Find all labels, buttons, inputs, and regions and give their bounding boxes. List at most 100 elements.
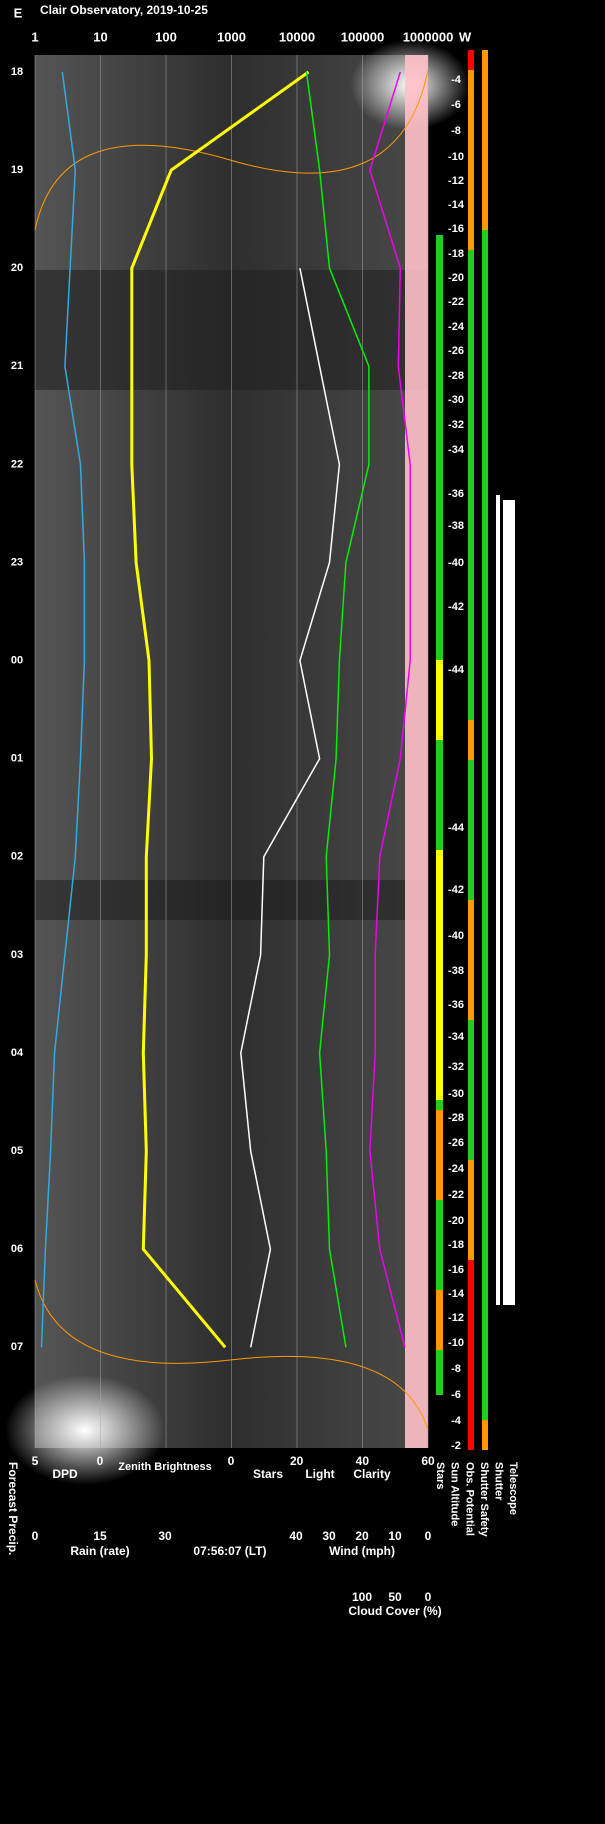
east-label: E	[14, 5, 23, 20]
stars-bar	[436, 1290, 443, 1350]
sun-altitude-label: -6	[451, 99, 461, 111]
bottom-tick-label: 30	[158, 1529, 172, 1543]
y-tick-label: 07	[11, 1341, 23, 1353]
series-line	[40, 71, 86, 1348]
sun-altitude-label: -10	[448, 151, 464, 163]
bottom-tick-label: 5	[32, 1454, 39, 1468]
sun-altitude-label: -8	[451, 125, 461, 137]
obs-potential-bar	[468, 70, 474, 130]
y-tick-label: 02	[11, 851, 23, 863]
y-tick-label: 06	[11, 1243, 23, 1255]
sun-altitude-label: -12	[448, 1312, 464, 1324]
bottom-tick-label: 20	[290, 1454, 304, 1468]
shutter-bar	[496, 495, 500, 1305]
sun-altitude-label: -10	[448, 1337, 464, 1349]
sun-altitude-label: -12	[448, 175, 464, 187]
legend-label: Light	[305, 1467, 334, 1481]
stars-bar	[436, 235, 443, 1395]
series-line	[240, 268, 341, 1348]
twilight-curve	[34, 1279, 429, 1431]
sun-altitude-label: -40	[448, 557, 464, 569]
bottom-tick-label: 30	[322, 1529, 336, 1543]
y-tick-label: 18	[11, 66, 23, 78]
sun-altitude-label: -44	[448, 822, 465, 834]
sun-altitude-label: -30	[448, 394, 464, 406]
sun-altitude-label: -14	[448, 199, 465, 211]
y-tick-label: 21	[11, 360, 23, 372]
bottom-tick-label: 50	[388, 1590, 402, 1604]
obs-potential-bar	[468, 900, 474, 1020]
legend-label: Clarity	[353, 1467, 391, 1481]
legend-label: Zenith Brightness	[118, 1461, 212, 1473]
sun-altitude-label: -22	[448, 1189, 464, 1201]
x-tick-label: 10000	[279, 29, 315, 44]
sun-altitude-label: -22	[448, 296, 464, 308]
sun-altitude-label: -42	[448, 601, 464, 613]
sun-altitude-label: -34	[448, 1031, 465, 1043]
telescope-bar	[503, 500, 515, 1305]
sun-altitude-label: -18	[448, 1239, 464, 1251]
sun-altitude-label: -42	[448, 884, 464, 896]
legend-label: Cloud Cover (%)	[348, 1604, 441, 1618]
sun-altitude-label: -20	[448, 1215, 464, 1227]
bottom-tick-label: 100	[352, 1590, 372, 1604]
sun-altitude-label: -14	[448, 1288, 465, 1300]
y-tick-label: 05	[11, 1145, 23, 1157]
y-tick-label: 03	[11, 949, 23, 961]
bottom-tick-label: 40	[356, 1454, 370, 1468]
bottom-tick-label: 0	[425, 1590, 432, 1604]
series-line	[130, 70, 310, 1349]
right-label: Obs. Potential	[463, 1462, 475, 1536]
sun-altitude-label: -36	[448, 488, 464, 500]
right-label: Sun Altitude	[449, 1462, 461, 1526]
x-tick-label: 1000	[217, 29, 246, 44]
axis-label: Wind (mph)	[329, 1544, 395, 1558]
bottom-tick-label: 0	[425, 1529, 432, 1543]
y-tick-label: 20	[11, 262, 23, 274]
x-tick-label: 100	[155, 29, 177, 44]
sun-altitude-label: -16	[448, 1264, 464, 1276]
sun-altitude-label: -2	[451, 1440, 461, 1452]
right-label: Shutter	[492, 1462, 504, 1501]
y-tick-label: 22	[11, 458, 23, 470]
y-tick-label: 01	[11, 753, 23, 765]
y-tick-label: 19	[11, 164, 23, 176]
time-label: 07:56:07 (LT)	[193, 1544, 266, 1558]
y-tick-label: 04	[11, 1047, 24, 1059]
legend-label: Stars	[253, 1467, 283, 1481]
bottom-tick-label: 15	[93, 1529, 107, 1543]
sun-altitude-label: -4	[451, 74, 462, 86]
obs-potential-bar	[468, 130, 474, 250]
stars-bar	[436, 660, 443, 740]
sun-altitude-label: -18	[448, 248, 464, 260]
stars-bar	[436, 850, 443, 1100]
obs-potential-bar	[468, 720, 474, 760]
sun-altitude-label: -28	[448, 1112, 464, 1124]
bottom-tick-label: 0	[228, 1454, 235, 1468]
sun-altitude-label: -30	[448, 1088, 464, 1100]
shutter-safety-bar	[482, 230, 488, 1420]
x-tick-label: 1	[31, 29, 38, 44]
sun-altitude-label: -32	[448, 1061, 464, 1073]
x-tick-label: 1000000	[403, 29, 454, 44]
left-label: Forecast Precip.	[6, 1462, 20, 1555]
sun-altitude-label: -32	[448, 419, 464, 431]
right-label: Telescope	[507, 1462, 519, 1515]
sun-altitude-label: -40	[448, 930, 464, 942]
sun-altitude-label: -20	[448, 272, 464, 284]
sun-altitude-label: -28	[448, 370, 464, 382]
stars-bar	[436, 1110, 443, 1200]
sun-altitude-label: -38	[448, 520, 464, 532]
series-line	[305, 71, 370, 1348]
y-tick-label: 00	[11, 655, 23, 667]
twilight-curve	[34, 69, 429, 231]
sun-altitude-label: -44	[448, 664, 465, 676]
sun-altitude-label: -24	[448, 321, 465, 333]
west-label: W	[459, 29, 472, 44]
twilight-glow	[5, 1375, 165, 1485]
axis-label: Rain (rate)	[70, 1544, 129, 1558]
sun-altitude-label: -36	[448, 999, 464, 1011]
sun-altitude-label: -26	[448, 1137, 464, 1149]
series-line	[369, 71, 411, 1348]
